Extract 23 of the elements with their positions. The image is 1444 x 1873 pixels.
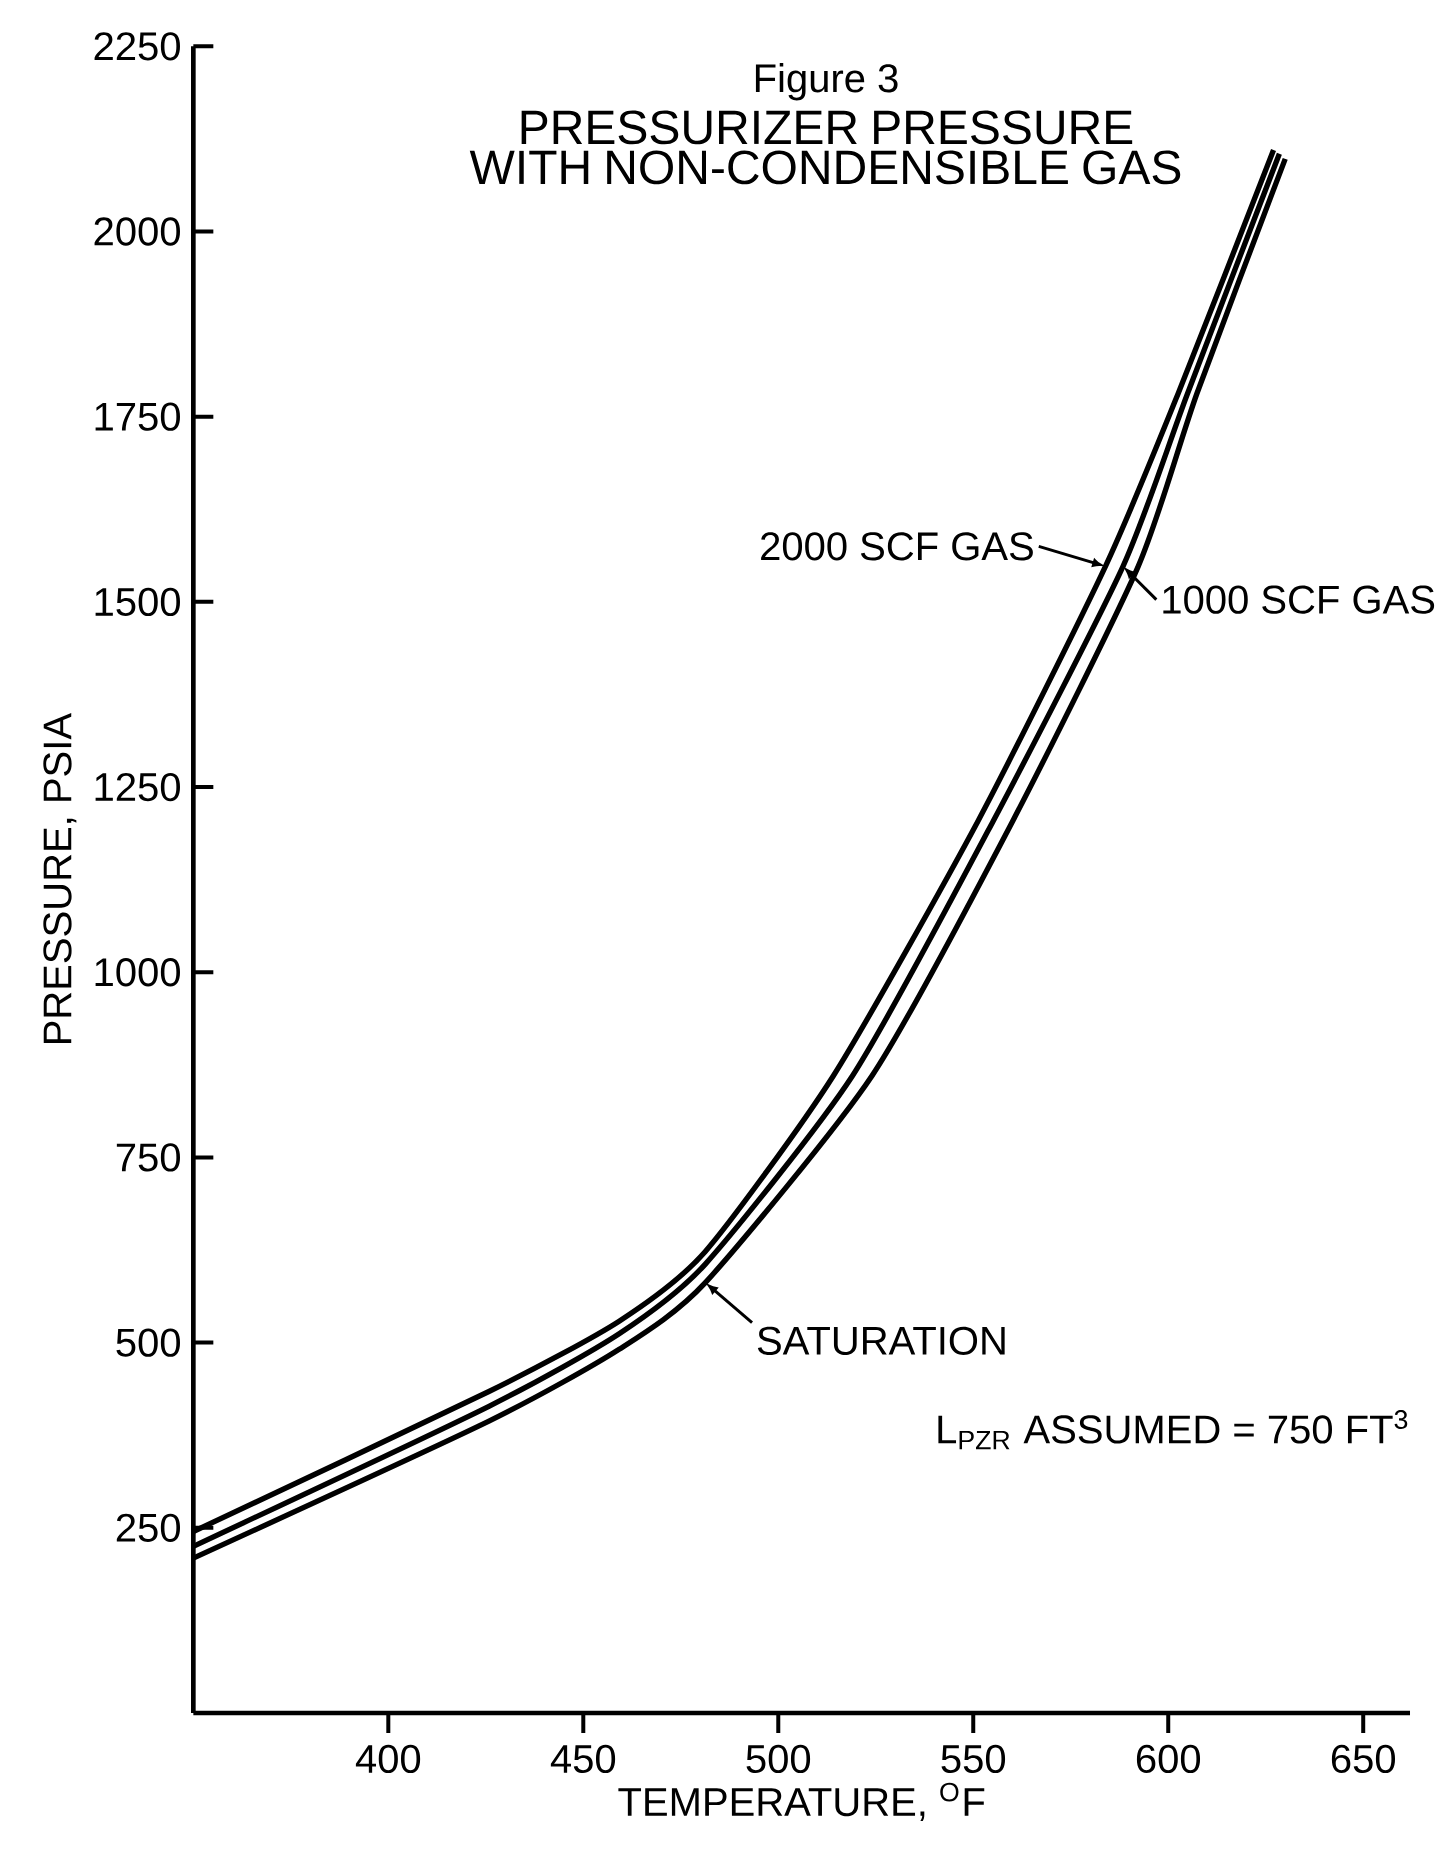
y-tick-label: 500 xyxy=(116,1328,180,1357)
x-tick-label: 400 xyxy=(355,1744,421,1774)
y-tick-label: 1750 xyxy=(95,402,180,431)
y-tick-label: 1500 xyxy=(95,587,180,617)
x-axis-title: TEMPERATURE, $^{O}$F xyxy=(618,1782,985,1821)
y-axis-title: PRESSURE, PSIA xyxy=(43,713,77,1044)
y-tick-label: 750 xyxy=(116,1143,180,1172)
x-tick-label: 550 xyxy=(941,1744,1006,1774)
x-tick-label: 650 xyxy=(1331,1744,1396,1774)
text: PRESSURIZER PRESSURE WITH NON-CONDENSIBLE GAS xyxy=(469,110,1181,185)
legend-label: 1000 SCF GAS xyxy=(1163,585,1435,614)
annotation: L$_{PZR}$ ASSUMED = 750 FT$^{3}$ xyxy=(938,1410,1408,1450)
x-tick-label: 500 xyxy=(746,1744,811,1774)
y-tick-label: 1000 xyxy=(95,958,180,987)
x-tick-label: 600 xyxy=(1136,1744,1201,1774)
y-tick-label: 1250 xyxy=(95,772,180,802)
y-tick-label: 250 xyxy=(116,1513,180,1542)
x-tick-label: 450 xyxy=(550,1744,616,1774)
y-tick-label: 2000 xyxy=(94,217,180,246)
legend-label: SATURATION xyxy=(757,1326,1005,1355)
series-label: 2000 SCF GAS xyxy=(761,532,1033,561)
chart-title: Figure 3 xyxy=(755,63,898,101)
y-tick-label: 2250 xyxy=(94,32,180,61)
